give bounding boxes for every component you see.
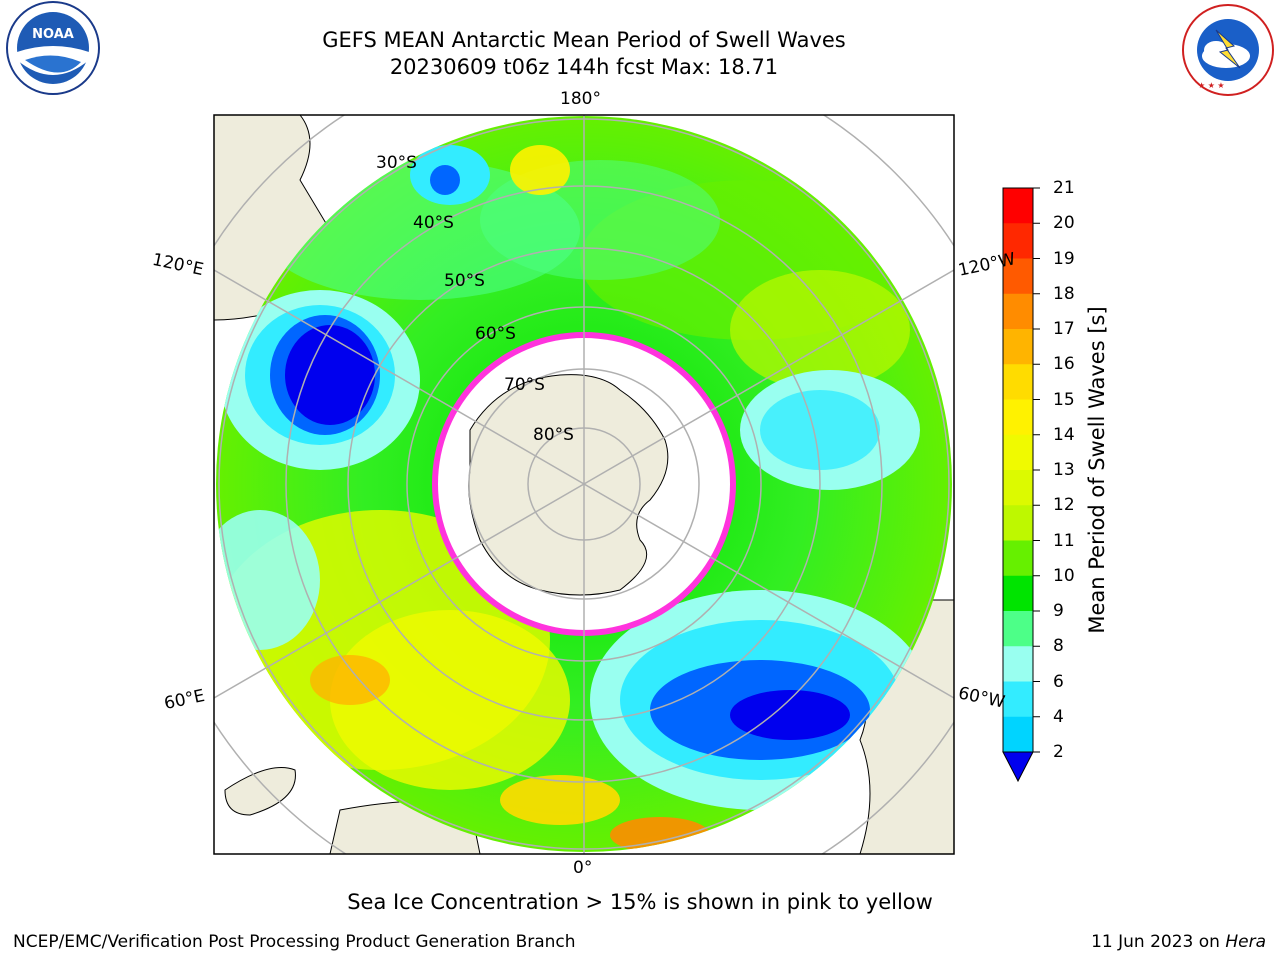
colorbar-tick-label: 8 xyxy=(1053,636,1064,657)
colorbar-segment xyxy=(1003,716,1033,753)
colorbar-segment xyxy=(1003,188,1033,224)
lat-label-30s: 30°S xyxy=(376,153,417,173)
colorbar-tick-label: 14 xyxy=(1053,424,1075,445)
nws-logo: ★ ★ ★ xyxy=(1182,4,1274,96)
colorbar-segment xyxy=(1003,434,1033,471)
noaa-logo: NOAA xyxy=(6,1,100,95)
colorbar-segment xyxy=(1003,293,1033,330)
colorbar-segment xyxy=(1003,540,1033,577)
colorbar-segment xyxy=(1003,258,1033,295)
colorbar-segment xyxy=(1003,611,1033,647)
land-antarctica xyxy=(468,374,669,596)
lat-label-60s: 60°S xyxy=(475,324,516,344)
colorbar-segment xyxy=(1003,399,1033,436)
colorbar-tick-label: 16 xyxy=(1053,354,1075,375)
colorbar-tick-label: 21 xyxy=(1053,178,1075,198)
lat-label-40s: 40°S xyxy=(413,213,454,233)
colorbar-tick-label: 17 xyxy=(1053,319,1075,339)
credit-branch: NCEP/EMC/Verification Post Processing Pr… xyxy=(13,932,576,952)
svg-text:★ ★ ★: ★ ★ ★ xyxy=(1198,81,1225,90)
credit-host: Hera xyxy=(1225,932,1266,952)
map-subtitle: 20230609 t06z 144h fcst Max: 18.71 xyxy=(389,55,779,79)
colorbar-tick-label: 12 xyxy=(1053,495,1075,516)
credit-date: 11 Jun 2023 on Hera xyxy=(1091,932,1266,952)
colorbar-tick-label: 11 xyxy=(1053,530,1075,551)
colorbar-frame xyxy=(1002,187,1034,753)
credit-date-text: 11 Jun 2023 on xyxy=(1091,932,1226,952)
sea-ice-footnote: Sea Ice Concentration > 15% is shown in … xyxy=(347,890,933,914)
colorbar-segment xyxy=(1003,329,1033,365)
lat-label-80s: 80°S xyxy=(533,425,574,445)
colorbar-under-triangle xyxy=(1002,751,1034,783)
colorbar-tick-label: 18 xyxy=(1053,283,1075,304)
colorbar-tick-label: 2 xyxy=(1053,742,1064,762)
land-madagascar xyxy=(224,767,296,816)
map-title: GEFS MEAN Antarctic Mean Period of Swell… xyxy=(322,28,846,52)
colorbar-tick-label: 10 xyxy=(1053,565,1075,586)
colorbar-tick-label: 9 xyxy=(1053,601,1064,621)
colorbar-tick-label: 19 xyxy=(1053,248,1075,269)
lon-label-180: 180° xyxy=(560,89,601,109)
lon-label-0: 0° xyxy=(573,858,593,878)
lat-label-70s: 70°S xyxy=(504,375,545,395)
colorbar-tick-label: 6 xyxy=(1053,671,1064,692)
colorbar-segment xyxy=(1003,505,1033,541)
colorbar-segment xyxy=(1003,646,1033,682)
colorbar-title: Mean Period of Swell Waves [s] xyxy=(1085,306,1109,634)
colorbar-tick-label: 15 xyxy=(1053,389,1075,410)
colorbar-segment xyxy=(1003,681,1033,718)
graticule xyxy=(214,115,954,854)
colorbar-segment xyxy=(1003,223,1033,259)
lat-label-50s: 50°S xyxy=(444,271,485,291)
map-frame xyxy=(213,114,955,855)
colorbar-tick-label: 20 xyxy=(1053,213,1075,234)
svg-text:NOAA: NOAA xyxy=(32,27,74,42)
colorbar-segment xyxy=(1003,575,1033,612)
colorbar-tick-label: 4 xyxy=(1053,706,1064,727)
colorbar-segment xyxy=(1003,470,1033,506)
colorbar-segment xyxy=(1003,364,1033,400)
colorbar xyxy=(1002,187,1040,783)
colorbar-tick-label: 13 xyxy=(1053,460,1075,480)
